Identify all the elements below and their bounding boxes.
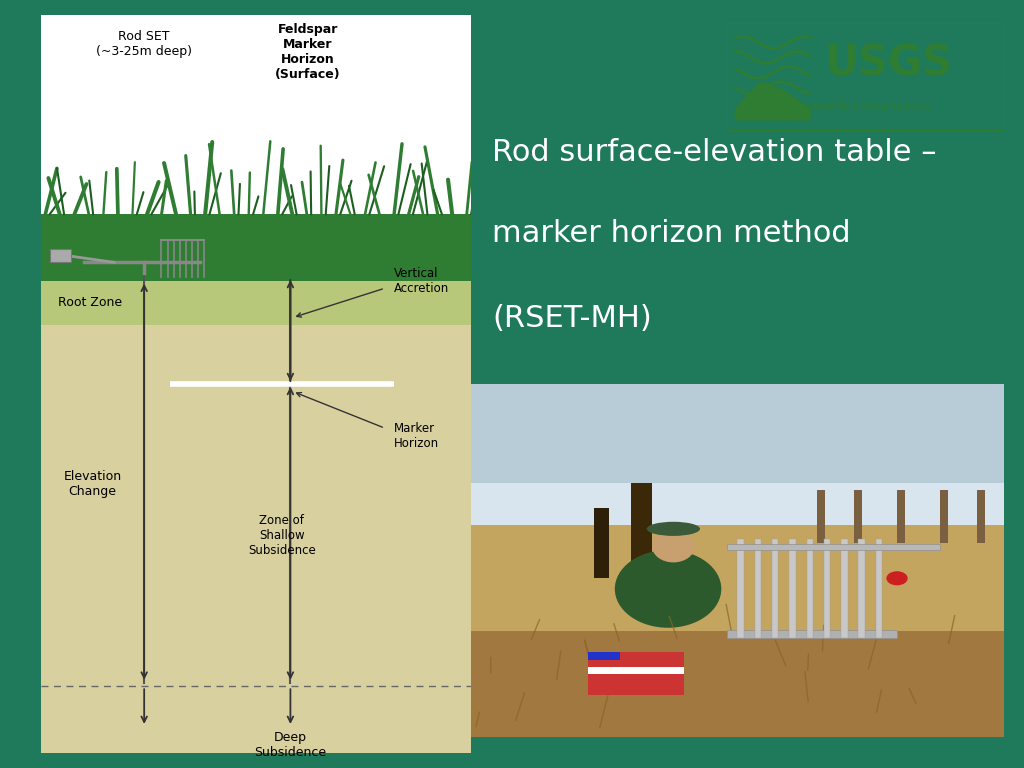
Ellipse shape (647, 521, 700, 536)
Bar (897, 490, 905, 543)
Bar (772, 539, 778, 638)
Text: Vertical
Accretion: Vertical Accretion (393, 266, 449, 295)
Bar (854, 490, 862, 543)
Bar (588, 653, 684, 695)
Bar (41, 281, 471, 325)
Bar (41, 15, 471, 214)
Bar (41, 214, 471, 281)
Bar (49, 249, 71, 263)
Text: Root Zone: Root Zone (58, 296, 122, 310)
Ellipse shape (652, 531, 694, 562)
Bar (471, 483, 1004, 525)
Bar (471, 518, 1004, 631)
Ellipse shape (614, 550, 721, 627)
Bar (41, 325, 471, 753)
Bar (823, 539, 830, 638)
Bar (755, 539, 761, 638)
Bar (588, 667, 684, 674)
Text: Feldspar
Marker
Horizon
(Surface): Feldspar Marker Horizon (Surface) (274, 23, 340, 81)
Bar (858, 539, 865, 638)
Bar (876, 539, 882, 638)
Bar (631, 483, 652, 589)
Text: Rod SET
(~3-25m deep): Rod SET (~3-25m deep) (96, 30, 193, 58)
Bar (790, 539, 796, 638)
Text: Deep
Subsidence: Deep Subsidence (254, 730, 327, 759)
Bar (594, 508, 609, 578)
Text: Marker
Horizon: Marker Horizon (393, 422, 438, 449)
Text: Rod surface-elevation table –: Rod surface-elevation table – (493, 138, 937, 167)
Polygon shape (735, 82, 810, 120)
Bar (940, 490, 947, 543)
Text: USGS: USGS (823, 43, 952, 85)
Bar (727, 544, 940, 550)
Text: marker horizon method: marker horizon method (493, 219, 851, 248)
Bar (817, 490, 825, 543)
Bar (588, 653, 621, 660)
Ellipse shape (887, 571, 907, 585)
Bar (737, 539, 743, 638)
Bar (807, 539, 813, 638)
Bar (977, 490, 985, 543)
Text: Zone of
Shallow
Subsidence: Zone of Shallow Subsidence (248, 514, 315, 557)
Text: Elevation
Change: Elevation Change (63, 469, 122, 498)
Text: (RSET-MH): (RSET-MH) (493, 304, 652, 333)
Bar (841, 539, 848, 638)
Text: science for a changing world: science for a changing world (801, 102, 930, 111)
Bar (471, 384, 1004, 525)
Bar (471, 631, 1004, 737)
Bar (727, 630, 897, 638)
